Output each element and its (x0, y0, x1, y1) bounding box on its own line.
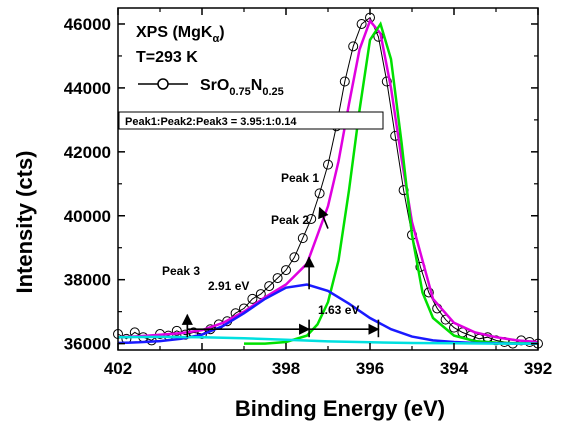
data-point (306, 213, 317, 224)
y-tick-label: 42000 (64, 143, 111, 162)
data-point (297, 233, 308, 244)
data-point (339, 76, 350, 87)
legend-series-label: SrO0.75N0.25 (200, 77, 284, 98)
y-tick-label: 36000 (64, 335, 111, 354)
x-tick-label: 396 (356, 359, 384, 378)
x-axis-title: Binding Energy (eV) (235, 396, 445, 421)
series-line-2 (244, 21, 539, 345)
y-tick-label: 40000 (64, 207, 111, 226)
data-point (381, 76, 392, 87)
y-tick-label: 38000 (64, 271, 111, 290)
x-tick-label: 394 (440, 359, 469, 378)
peak1-label: Peak 1 (281, 171, 319, 185)
legend: XPS (MgKα) T=293 K SrO0.75N0.25 (136, 24, 284, 98)
data-point (323, 159, 333, 170)
data-point (264, 281, 275, 292)
peak2-label: Peak 2 (271, 213, 309, 227)
data-point (247, 293, 258, 304)
y-tick-label: 46000 (64, 15, 111, 34)
data-point (356, 18, 367, 29)
legend-marker (157, 78, 169, 90)
ratio-box: Peak1:Peak2:Peak3 = 3.95:1:0.14 (118, 111, 384, 130)
sep1-label: 2.91 eV (208, 279, 249, 293)
legend-line1: XPS (MgKα) (136, 24, 225, 45)
data-point (348, 41, 359, 52)
arrow-peak1 (318, 206, 329, 229)
data-point (272, 273, 283, 284)
sep2-label: 1.63 eV (318, 303, 359, 317)
peak3-label: Peak 3 (162, 264, 200, 278)
x-tick-label: 392 (524, 359, 552, 378)
data-point (289, 252, 300, 263)
series-line-1 (117, 18, 539, 344)
y-tick-label: 44000 (64, 79, 111, 98)
x-tick-label: 402 (104, 359, 132, 378)
x-tick-label: 400 (188, 359, 216, 378)
series-line-0 (117, 16, 539, 345)
data-point (171, 325, 182, 336)
data-point (281, 265, 291, 276)
data-point (314, 188, 325, 199)
x-tick-label: 398 (272, 359, 300, 378)
data-point (255, 289, 266, 300)
ratio-text: Peak1:Peak2:Peak3 = 3.95:1:0.14 (125, 116, 297, 128)
y-axis-title: Intensity (cts) (12, 150, 37, 293)
legend-line2: T=293 K (136, 49, 198, 66)
